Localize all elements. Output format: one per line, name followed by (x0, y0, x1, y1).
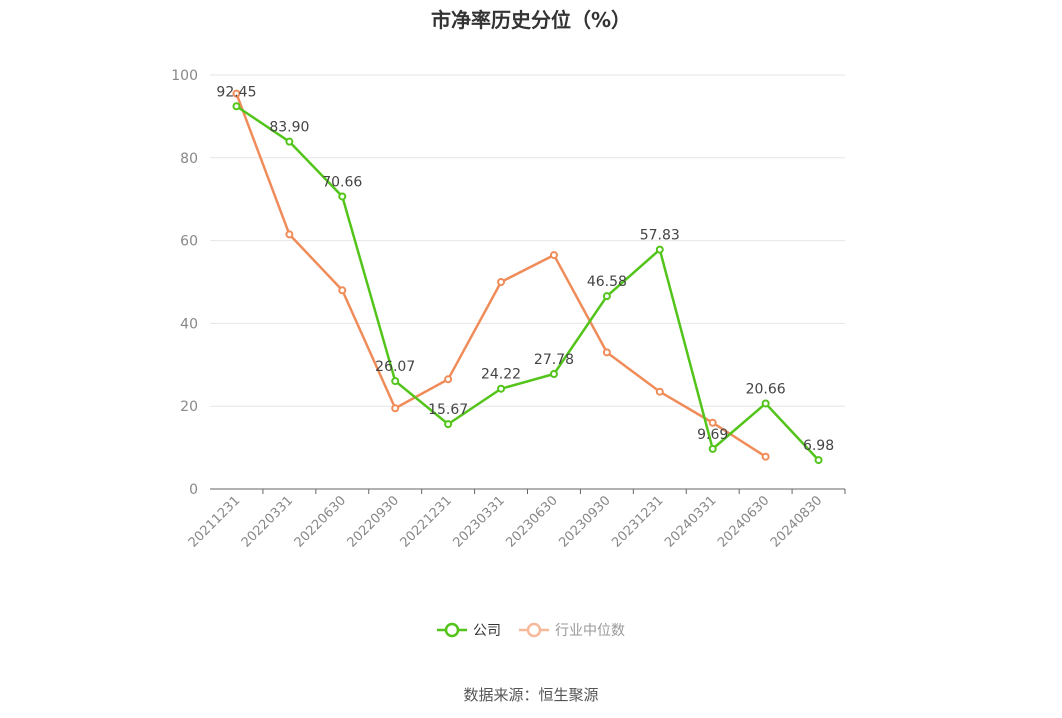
data-point (444, 420, 453, 429)
data-label: 57.83 (640, 228, 680, 244)
legend: 公司 行业中位数 (0, 620, 1062, 640)
data-point (549, 251, 558, 260)
data-point (814, 456, 823, 465)
x-tick-label: 20220630 (292, 493, 349, 550)
data-label: 92.45 (216, 84, 256, 100)
y-tick-label: 80 (180, 151, 198, 167)
legend-item[interactable]: 公司 (437, 620, 501, 640)
data-point (444, 375, 453, 384)
x-tick-label: 20220930 (345, 493, 402, 550)
data-point (232, 102, 241, 111)
data-point (761, 399, 770, 408)
legend-marker-icon (437, 622, 467, 638)
x-tick-label: 20230331 (450, 493, 507, 550)
data-point (497, 278, 506, 286)
data-point (761, 452, 770, 461)
data-label: 15.67 (428, 402, 468, 418)
data-point (391, 377, 400, 386)
data-label: 24.22 (481, 367, 521, 383)
data-point (708, 444, 717, 453)
data-label: 9.69 (697, 427, 728, 443)
data-point (391, 404, 400, 413)
x-tick-label: 20240830 (768, 493, 825, 550)
data-point (602, 292, 611, 301)
legend-marker-icon (519, 622, 549, 638)
data-point (655, 245, 664, 254)
data-point (285, 137, 294, 146)
data-point (497, 384, 506, 393)
data-label: 26.07 (375, 359, 415, 375)
x-tick-label: 20211231 (186, 493, 243, 550)
data-point (285, 230, 294, 239)
x-tick-label: 20240331 (662, 493, 719, 550)
series-line (235, 105, 820, 461)
x-tick-label: 20231231 (609, 493, 666, 550)
legend-item[interactable]: 行业中位数 (519, 620, 625, 640)
y-tick-label: 0 (189, 482, 198, 498)
data-point (708, 418, 717, 427)
data-point (549, 369, 558, 378)
data-labels: 92.45 83.90 70.66 26.07 15.67 24.22 27.78 46.58… (216, 84, 834, 454)
x-tick-label: 20220331 (239, 493, 296, 550)
series-lines (232, 89, 823, 465)
data-source-note: 数据来源：恒生聚源 (463, 686, 599, 704)
data-point (602, 348, 611, 357)
data-label: 6.98 (803, 438, 834, 454)
data-label: 83.90 (269, 120, 309, 136)
chart-title: 市净率历史分位（%） (430, 8, 632, 32)
data-point (655, 387, 664, 396)
axes: 0204060801002021123120220331202206302022… (171, 68, 846, 551)
data-point (338, 286, 347, 295)
x-tick-label: 20230630 (503, 493, 560, 550)
y-tick-label: 60 (180, 234, 198, 250)
series-line (235, 93, 767, 458)
data-label: 46.58 (587, 274, 627, 290)
grid-lines (210, 74, 845, 407)
data-label: 20.66 (746, 381, 786, 397)
line-chart: 0204060801002021123120220331202206302022… (171, 68, 846, 551)
data-point (338, 192, 347, 201)
legend-label: 公司 (473, 623, 501, 639)
x-tick-label: 20230930 (556, 493, 613, 550)
data-label: 70.66 (322, 174, 362, 190)
data-point (232, 89, 241, 98)
x-tick-label: 20221231 (398, 493, 455, 550)
y-tick-label: 20 (180, 399, 198, 415)
x-tick-label: 20240630 (715, 493, 772, 550)
legend-label: 行业中位数 (555, 623, 625, 639)
data-label: 27.78 (534, 352, 574, 368)
y-tick-label: 40 (180, 316, 198, 332)
y-tick-label: 100 (171, 68, 198, 84)
